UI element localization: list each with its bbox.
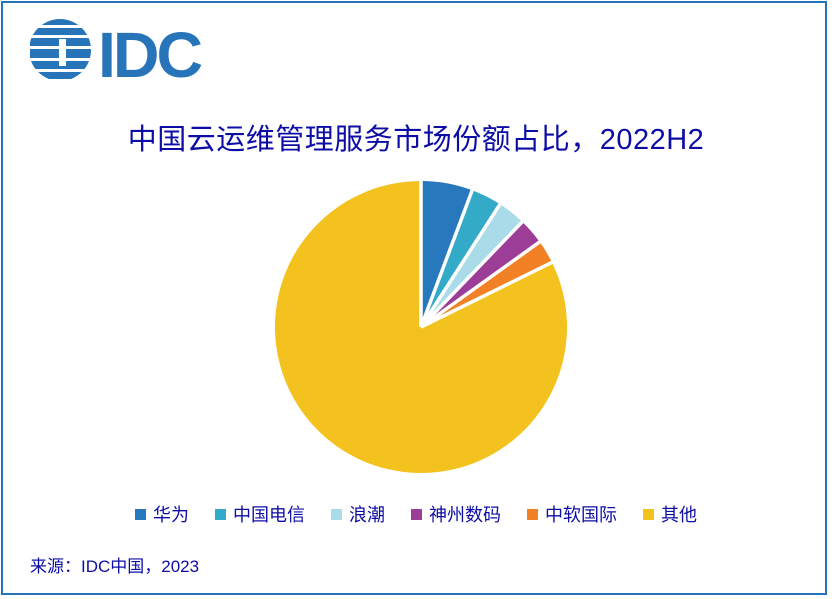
chart-title: 中国云运维管理服务市场份额占比，2022H2 [127, 124, 705, 156]
legend-item-中国电信: 中国电信 [215, 501, 305, 527]
pie-slice-中软国际 [421, 241, 552, 327]
pie-slice-separator [419, 188, 475, 328]
idc-logo: IDC [30, 19, 205, 87]
pie-chart [274, 180, 567, 473]
pie-chart-area [271, 177, 571, 477]
legend-item-华为: 华为 [135, 501, 189, 527]
pie-slice-神州数码 [421, 221, 540, 327]
legend-label: 浪潮 [349, 505, 385, 525]
idc-globe-icon [30, 19, 91, 79]
pie-slice-separator [420, 260, 554, 329]
legend-swatch-icon [411, 508, 422, 520]
pie-slice-separator [419, 202, 503, 328]
legend-label: 中软国际 [545, 505, 617, 525]
legend-label: 华为 [153, 505, 189, 525]
legend-swatch-icon [215, 508, 226, 520]
legend-item-中软国际: 中软国际 [527, 501, 617, 527]
pie-slice-浪潮 [421, 204, 523, 327]
pie-slice-中国电信 [421, 190, 500, 327]
legend-swatch-icon [527, 508, 538, 520]
pie-slice-separator [419, 239, 542, 329]
legend-item-浪潮: 浪潮 [331, 501, 385, 527]
pie-slice-separator [419, 219, 525, 329]
legend-item-神州数码: 神州数码 [411, 501, 501, 527]
legend-label: 其他 [661, 505, 697, 525]
legend-swatch-icon [135, 508, 146, 520]
chart-legend: 华为 中国电信 浪潮 神州数码 中软国际 其他 [0, 501, 832, 527]
idc-wordmark: IDC [98, 19, 202, 87]
legend-label: 中国电信 [233, 505, 305, 525]
legend-swatch-icon [331, 508, 342, 520]
source-note: 来源：IDC中国，2023 [30, 557, 200, 576]
legend-label: 神州数码 [429, 505, 501, 525]
legend-item-其他: 其他 [643, 501, 697, 527]
legend-swatch-icon [643, 508, 654, 520]
